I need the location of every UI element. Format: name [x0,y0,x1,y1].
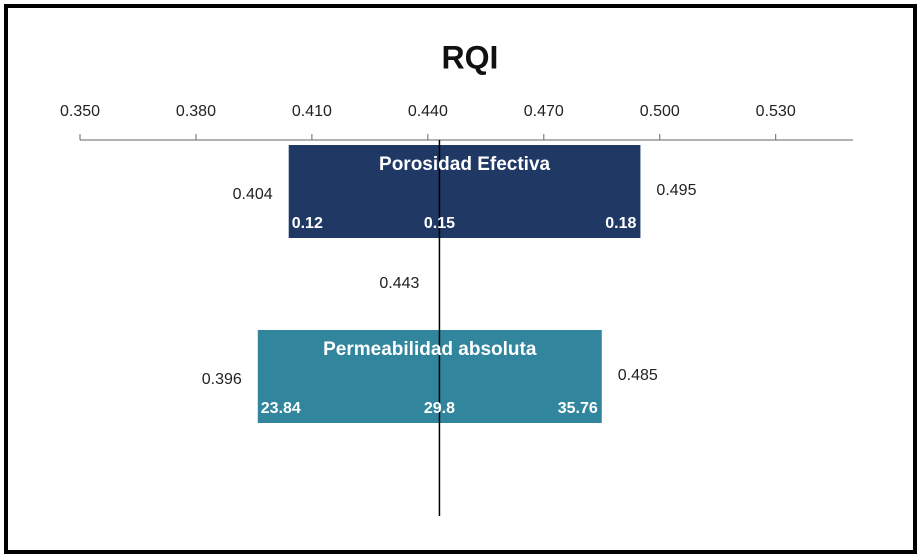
input-base: 0.15 [424,215,455,232]
x-tick-label: 0.530 [756,103,796,120]
bar-name: Permeabilidad absoluta [323,339,537,360]
x-tick-label: 0.350 [60,103,100,120]
low-label: 0.404 [233,186,273,203]
low-label: 0.396 [202,371,242,388]
bar [257,330,602,423]
input-low: 0.12 [292,215,323,232]
input-high: 35.76 [558,400,598,417]
input-low: 23.84 [261,400,301,417]
frame [4,4,917,554]
x-tick-label: 0.410 [292,103,332,120]
input-high: 0.18 [605,215,636,232]
x-tick-label: 0.470 [524,103,564,120]
x-tick-label: 0.440 [408,103,448,120]
high-label: 0.485 [618,367,658,384]
input-base: 29.8 [424,400,455,417]
high-label: 0.495 [656,182,696,199]
x-tick-label: 0.380 [176,103,216,120]
bar-name: Porosidad Efectiva [379,154,550,175]
chart-title: RQI [442,39,499,75]
x-tick-label: 0.500 [640,103,680,120]
base-label: 0.443 [379,275,419,292]
bar [288,145,641,238]
